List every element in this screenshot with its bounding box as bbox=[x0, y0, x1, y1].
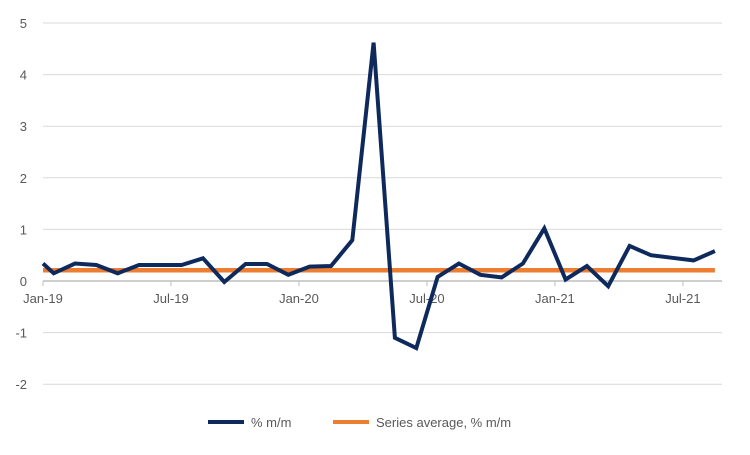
x-axis: Jan-19 Jul-19 Jan-20 Jul-20 Jan-21 Jul-21 bbox=[23, 281, 701, 306]
x-tick-label: Jan-20 bbox=[279, 291, 319, 306]
y-tick-label: -2 bbox=[15, 377, 27, 392]
series-lines bbox=[41, 42, 716, 351]
x-tick-label: Jan-21 bbox=[535, 291, 575, 306]
y-tick-label: 0 bbox=[20, 274, 27, 289]
series-line-mm bbox=[41, 42, 716, 351]
legend: % m/m Series average, % m/m bbox=[208, 415, 511, 430]
legend-label-mm: % m/m bbox=[251, 415, 291, 430]
legend-label-average: Series average, % m/m bbox=[376, 415, 511, 430]
x-tick-label: Jul-21 bbox=[665, 291, 700, 306]
y-tick-label: 4 bbox=[20, 68, 27, 83]
x-tick-label: Jul-19 bbox=[153, 291, 188, 306]
gridlines bbox=[43, 22, 722, 385]
x-tick-label: Jul-20 bbox=[409, 291, 444, 306]
y-tick-label: 1 bbox=[20, 222, 27, 237]
y-tick-label: 5 bbox=[20, 16, 27, 31]
y-axis-labels: 5 4 3 2 1 0 -1 -2 bbox=[15, 16, 27, 392]
y-tick-label: 2 bbox=[20, 171, 27, 186]
y-tick-label: 3 bbox=[20, 119, 27, 134]
y-tick-label: -1 bbox=[15, 326, 27, 341]
x-tick-label: Jan-19 bbox=[23, 291, 63, 306]
